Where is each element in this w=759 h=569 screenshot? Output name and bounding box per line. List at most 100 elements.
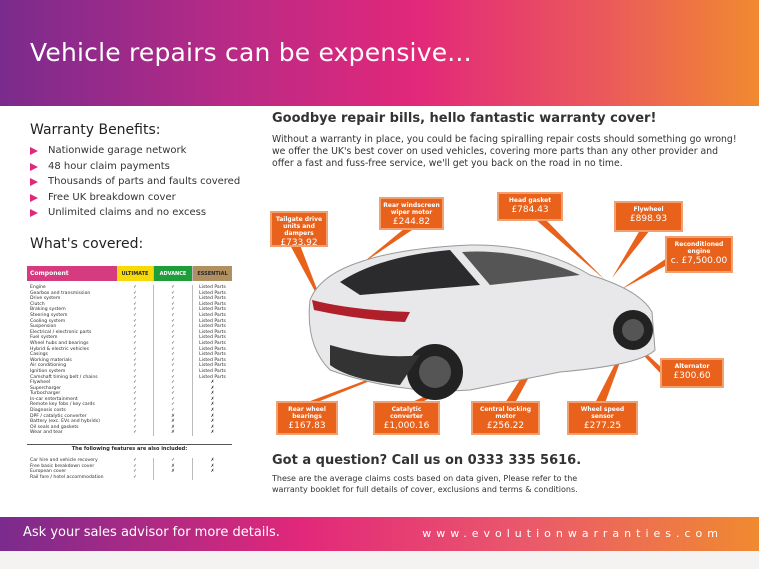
advance-cell: ✓ bbox=[154, 391, 193, 397]
ultimate-cell: ✓ bbox=[117, 329, 154, 336]
table-row: Remote key fobs / key cards ✓ ✓ ✗ bbox=[27, 402, 232, 409]
table-row: Free basic breakdown cover ✓ ✗ ✗ bbox=[27, 463, 232, 470]
extras-body: Car hire and vehicle recovery ✓ ✓ ✗ Free bas… bbox=[27, 458, 232, 481]
callout-head-gasket: Head gasket £784.43 bbox=[499, 194, 561, 219]
essential-cell: Listed Parts bbox=[199, 324, 226, 330]
component-name: Suspension bbox=[30, 324, 57, 330]
bottom-strip bbox=[0, 551, 759, 569]
essential-cell: Listed Parts bbox=[199, 346, 226, 352]
component-name: Braking system bbox=[30, 307, 66, 313]
header-component: Component bbox=[27, 266, 117, 281]
component-name: Air conditioning bbox=[30, 363, 67, 369]
advance-cell: ✓ bbox=[154, 385, 193, 392]
component-name: Camshaft timing belt / chains bbox=[30, 374, 98, 380]
callout-wheel-speed: Wheel speed sensor £277.25 bbox=[569, 403, 636, 433]
essential-cell: Listed Parts bbox=[199, 285, 226, 290]
arrow-icon bbox=[30, 178, 38, 186]
essential-cell: Listed Parts bbox=[199, 340, 226, 346]
extras-title: The following features are also included… bbox=[27, 444, 232, 452]
ultimate-cell: ✓ bbox=[117, 368, 154, 375]
component-name: Cooling system bbox=[30, 318, 66, 324]
ultimate-cell: ✓ bbox=[117, 430, 154, 437]
table-row: Diagnosis costs ✓ ✓ ✗ bbox=[27, 408, 232, 414]
table-row: Cooling system ✓ ✓ Listed Parts bbox=[27, 318, 232, 325]
ultimate-cell: ✓ bbox=[117, 346, 154, 353]
essential-cell: Listed Parts bbox=[199, 335, 226, 341]
advance-cell bbox=[154, 474, 193, 481]
advance-cell: ✓ bbox=[154, 307, 193, 313]
essential-cell: Listed Parts bbox=[199, 318, 226, 324]
ultimate-cell: ✓ bbox=[117, 469, 154, 475]
essential-cell: ✗ bbox=[210, 402, 215, 408]
essential-cell: Listed Parts bbox=[199, 307, 226, 313]
ultimate-cell: ✓ bbox=[117, 463, 154, 470]
ultimate-cell: ✓ bbox=[117, 296, 154, 302]
ultimate-cell: ✓ bbox=[117, 318, 154, 325]
advance-cell: ✗ bbox=[154, 413, 193, 420]
advance-cell: ✓ bbox=[154, 458, 193, 464]
header-essential: ESSENTIAL bbox=[193, 266, 232, 281]
ultimate-cell: ✓ bbox=[117, 352, 154, 358]
page-title: Vehicle repairs can be expensive... bbox=[30, 38, 472, 67]
header-advance: ADVANCE bbox=[154, 266, 193, 281]
table-row: Ignition system ✓ ✓ Listed Parts bbox=[27, 368, 232, 375]
ultimate-cell: ✓ bbox=[117, 413, 154, 420]
benefit-item: Free UK breakdown cover bbox=[30, 190, 240, 206]
table-body: Engine ✓ ✓ Listed Parts Gearbox and transmis… bbox=[27, 285, 232, 437]
table-row: Turbocharger ✓ ✓ ✗ bbox=[27, 391, 232, 397]
arrow-icon bbox=[30, 162, 38, 171]
table-row: Engine ✓ ✓ Listed Parts bbox=[27, 285, 232, 291]
callout-engine: Reconditioned engine c. £7,500.00 bbox=[667, 238, 731, 271]
essential-cell: ✗ bbox=[210, 391, 215, 397]
ultimate-cell: ✓ bbox=[117, 408, 154, 414]
essential-cell: Listed Parts bbox=[199, 312, 226, 318]
table-row: Oil seals and gaskets ✓ ✗ ✗ bbox=[27, 424, 232, 431]
component-name: Working materials bbox=[30, 357, 72, 363]
advance-cell: ✓ bbox=[154, 285, 193, 291]
essential-cell: ✗ bbox=[210, 380, 215, 386]
ultimate-cell: ✓ bbox=[117, 357, 154, 364]
component-name: Flywheel bbox=[30, 380, 51, 386]
component-name: Steering system bbox=[30, 312, 68, 318]
advance-cell: ✗ bbox=[154, 469, 193, 475]
essential-cell: Listed Parts bbox=[199, 329, 226, 335]
ultimate-cell: ✓ bbox=[117, 324, 154, 330]
advance-cell: ✓ bbox=[154, 312, 193, 319]
table-row: In-car entertainment ✓ ✓ ✗ bbox=[27, 396, 232, 403]
callout-tailgate: Tailgate drive units and dampers £733.92 bbox=[272, 213, 326, 248]
component-name: Oil seals and gaskets bbox=[30, 424, 79, 430]
essential-cell: Listed Parts bbox=[199, 368, 226, 374]
essential-cell: ✗ bbox=[210, 413, 215, 419]
essential-cell: Listed Parts bbox=[199, 290, 226, 296]
essential-cell: ✗ bbox=[210, 430, 215, 436]
advance-cell: ✓ bbox=[154, 368, 193, 375]
component-name: Casings bbox=[30, 352, 48, 358]
ultimate-cell: ✓ bbox=[117, 285, 154, 291]
ultimate-cell: ✓ bbox=[117, 424, 154, 431]
advance-cell: ✗ bbox=[154, 419, 193, 425]
ultimate-cell: ✓ bbox=[117, 374, 154, 381]
component-name: Remote key fobs / key cards bbox=[30, 402, 95, 408]
essential-cell: ✗ bbox=[210, 458, 215, 464]
table-row: Working materials ✓ ✓ Listed Parts bbox=[27, 357, 232, 364]
component-name: Battery (exc. EVs and hybrids) bbox=[30, 419, 100, 425]
essential-cell: Listed Parts bbox=[199, 363, 226, 369]
advance-cell: ✓ bbox=[154, 363, 193, 369]
essential-cell: Listed Parts bbox=[199, 301, 226, 307]
table-row: Air conditioning ✓ ✓ Listed Parts bbox=[27, 363, 232, 369]
ultimate-cell: ✓ bbox=[117, 396, 154, 403]
ultimate-cell: ✓ bbox=[117, 419, 154, 425]
component-name: Free basic breakdown cover bbox=[30, 463, 95, 469]
callout-central-locking: Central locking motor £256.22 bbox=[473, 403, 538, 433]
table-row: Flywheel ✓ ✓ ✗ bbox=[27, 380, 232, 386]
component-name: Diagnosis costs bbox=[30, 408, 66, 414]
component-name: Rail fare / hotel accommodation bbox=[30, 474, 104, 480]
advance-cell: ✓ bbox=[154, 340, 193, 347]
question-title: Got a question? Call us on 0333 335 5616… bbox=[272, 453, 582, 468]
arrow-icon bbox=[30, 147, 38, 155]
website-link[interactable]: www.evolutionwarranties.com bbox=[422, 527, 723, 540]
benefit-item: Thousands of parts and faults covered bbox=[30, 174, 240, 190]
callout-rear-wheel-bearings: Rear wheel bearings £167.83 bbox=[278, 403, 336, 433]
essential-cell: Listed Parts bbox=[199, 352, 226, 358]
table-row: Gearbox and transmission ✓ ✓ Listed Parts bbox=[27, 290, 232, 297]
